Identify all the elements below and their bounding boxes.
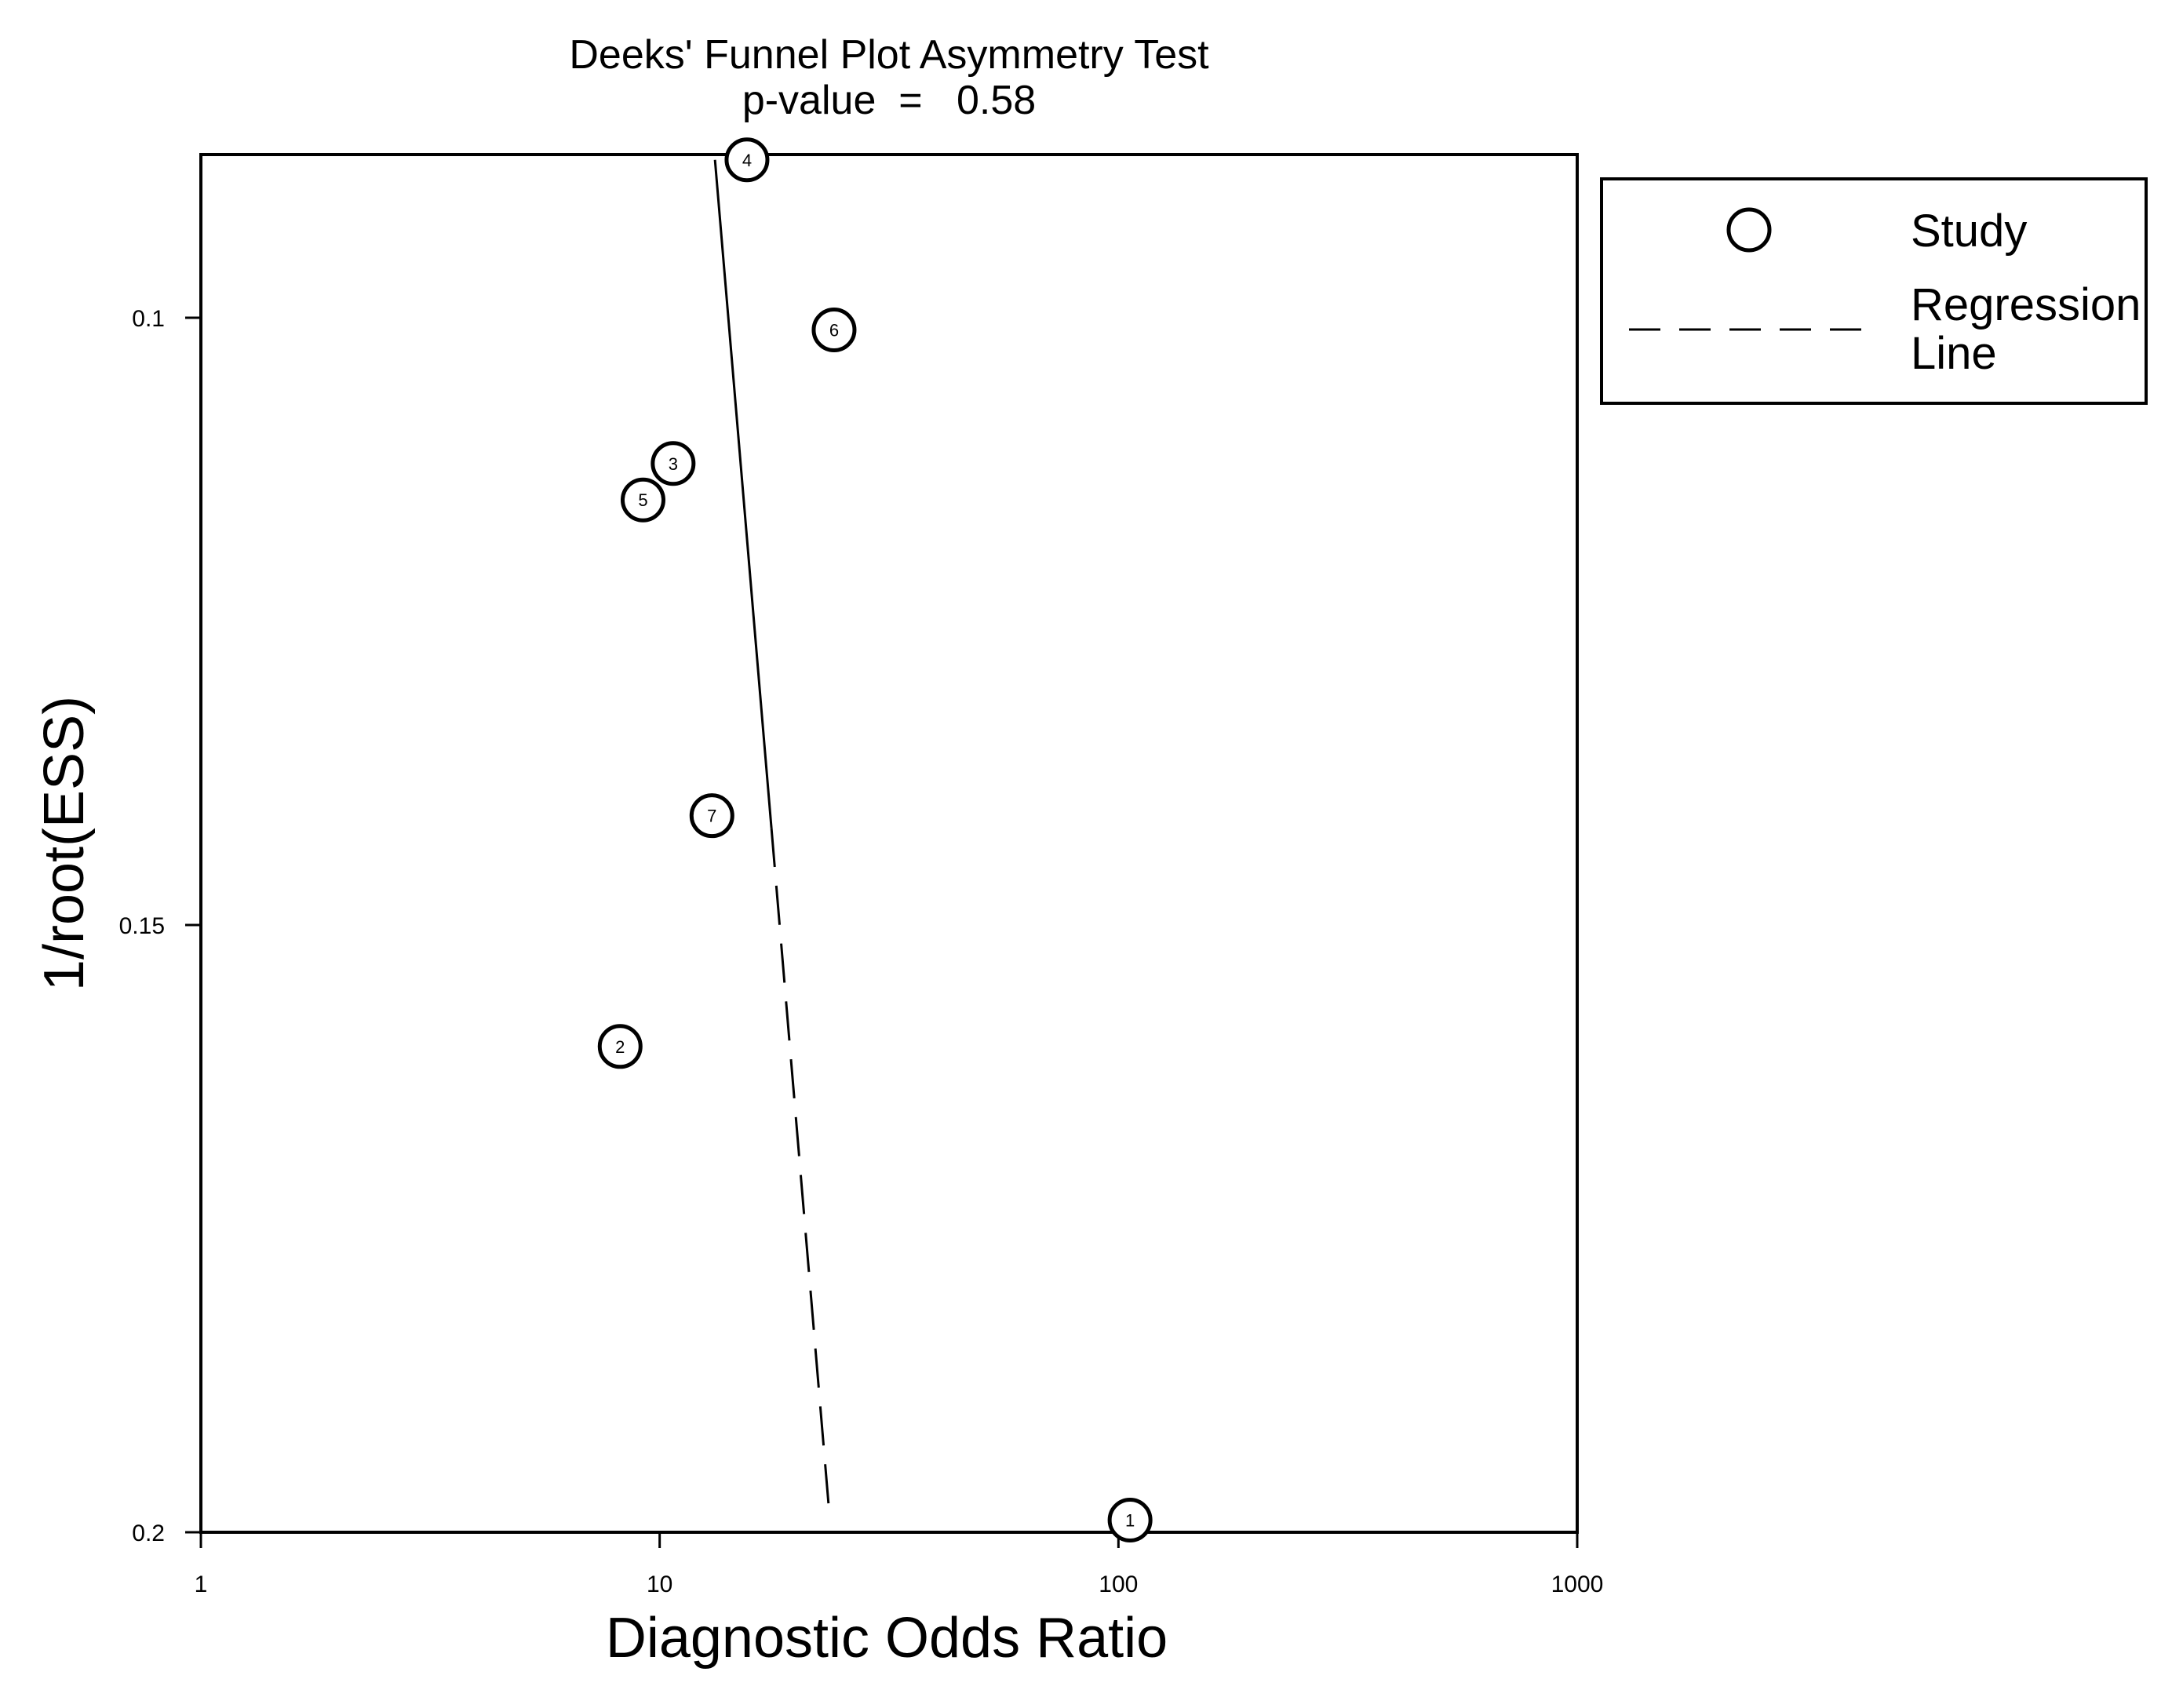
legend-study-label: Study: [1911, 206, 2027, 257]
study-point-4: 4: [724, 137, 770, 183]
x-tick-label: 100: [1099, 1571, 1138, 1597]
study-label: 3: [669, 454, 678, 474]
study-label: 1: [1125, 1511, 1135, 1531]
study-marker: [620, 477, 665, 523]
regression-line: [713, 159, 832, 1520]
x-axis-title: Diagnostic Odds Ratio: [606, 1607, 1168, 1670]
study-marker: [724, 137, 770, 183]
study-point-1: 1: [1107, 1498, 1153, 1543]
y-tick-label: 0.2: [132, 1520, 165, 1546]
x-axis: 1 10 100 1000: [195, 1532, 1604, 1597]
legend: Study Regression Line: [1600, 177, 2148, 405]
legend-box: [1600, 177, 2148, 405]
chart-subtitle: p-value = 0.58: [742, 78, 1036, 123]
study-marker: [597, 1024, 643, 1069]
y-tick-label: 0.1: [132, 306, 165, 332]
study-point-7: 7: [689, 793, 734, 839]
chart-title: Deeks' Funnel Plot Asymmetry Test: [569, 32, 1209, 78]
study-marker: [689, 793, 734, 839]
study-label: 5: [638, 490, 647, 510]
x-tick-label: 10: [647, 1571, 672, 1597]
study-label: 4: [742, 151, 752, 170]
study-marker: [811, 307, 857, 352]
study-marker: [651, 441, 696, 486]
legend-regression-label-line2: Line: [1911, 328, 1997, 379]
study-label: 7: [707, 807, 716, 826]
study-label: 2: [615, 1037, 625, 1057]
plot-frame: [199, 153, 1579, 1534]
y-tick-label: 0.15: [119, 913, 165, 939]
y-axis: 0.1 0.15 0.2: [119, 306, 201, 1546]
study-marker: [1107, 1498, 1153, 1543]
study-points: 1 2 3 4 5 6 7: [597, 137, 1153, 1543]
study-point-3: 3: [651, 441, 696, 486]
study-label: 6: [829, 320, 839, 340]
x-tick-label: 1000: [1551, 1571, 1604, 1597]
regression-line-dashed: [770, 828, 832, 1520]
study-point-5: 5: [620, 477, 665, 523]
legend-regression-label-line1: Regression: [1911, 279, 2141, 330]
y-axis-title: 1/root(ESS): [33, 696, 96, 991]
regression-line-solid: [713, 159, 773, 829]
legend-study-marker: [1726, 207, 1772, 253]
x-tick-label: 1: [195, 1571, 208, 1597]
study-point-6: 6: [811, 307, 857, 352]
study-point-2: 2: [597, 1024, 643, 1069]
